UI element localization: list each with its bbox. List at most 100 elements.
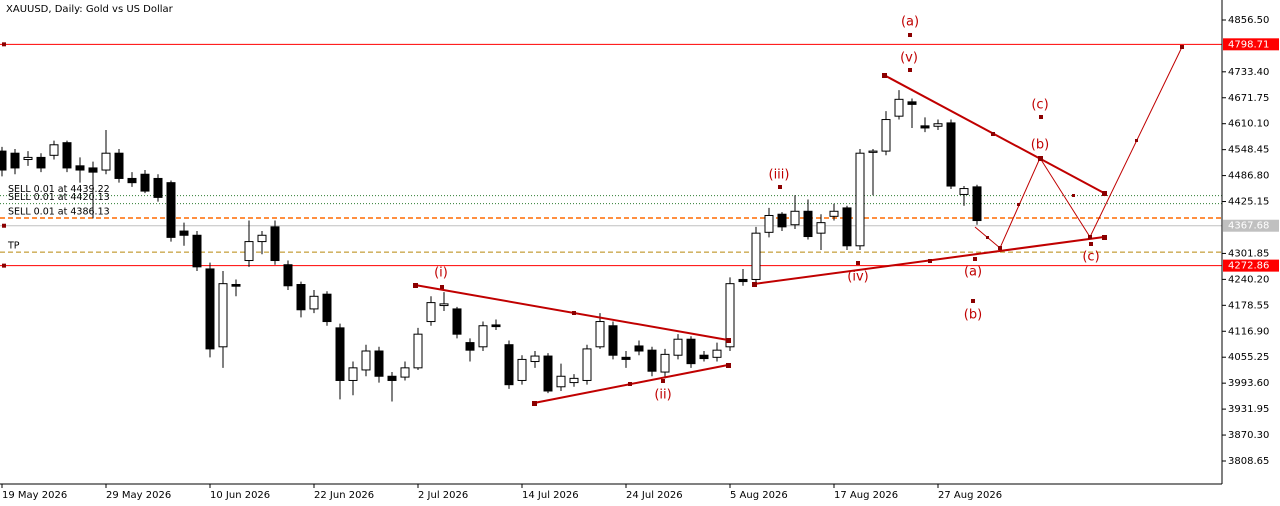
candle-body bbox=[296, 284, 306, 311]
anchor-points bbox=[413, 45, 1184, 406]
x-tick-label: 22 Jun 2026 bbox=[314, 490, 374, 501]
y-tick-label: 3808.65 bbox=[1228, 456, 1269, 467]
wave-marker bbox=[1039, 115, 1043, 119]
candle-body bbox=[647, 349, 657, 372]
wave-label: (iii) bbox=[769, 168, 790, 183]
candle-body bbox=[907, 101, 917, 105]
candle-body bbox=[686, 338, 696, 365]
order-label: SELL 0.01 at 4420.13 bbox=[8, 192, 110, 203]
wave-label: (i) bbox=[434, 266, 448, 281]
y-tick-label: 4178.55 bbox=[1228, 300, 1269, 311]
candle-body bbox=[205, 268, 215, 350]
level-marker bbox=[2, 263, 6, 268]
x-tick-label: 5 Aug 2026 bbox=[730, 490, 788, 501]
candle-body bbox=[465, 342, 475, 351]
x-tick-label: 14 Jul 2026 bbox=[522, 490, 579, 501]
x-tick-label: 24 Jul 2026 bbox=[626, 490, 683, 501]
candle-body bbox=[569, 377, 579, 384]
candle-body bbox=[946, 122, 956, 187]
candle-body bbox=[387, 375, 397, 381]
candle-body bbox=[257, 234, 267, 243]
x-tick-label: 19 May 2026 bbox=[2, 490, 67, 501]
wave-label: (iv) bbox=[847, 270, 868, 285]
candle-body bbox=[101, 152, 111, 171]
candle-body bbox=[400, 367, 410, 378]
level-label: 4272.86 bbox=[1228, 261, 1269, 272]
candle-body bbox=[543, 355, 553, 392]
candle-body bbox=[634, 345, 644, 352]
level-marker bbox=[2, 223, 6, 228]
x-tick-label: 2 Jul 2026 bbox=[418, 490, 468, 501]
chart-title: XAUUSD, Daily: Gold vs US Dollar bbox=[6, 4, 174, 15]
candle-body bbox=[595, 321, 605, 348]
candle-body bbox=[166, 182, 176, 238]
wave-marker bbox=[1089, 242, 1093, 246]
candle-body bbox=[439, 303, 449, 307]
candle-body bbox=[829, 210, 839, 217]
y-tick-label: 4610.10 bbox=[1228, 119, 1269, 130]
candle-body bbox=[738, 278, 748, 283]
x-tick-label: 10 Jun 2026 bbox=[210, 490, 270, 501]
candle-body bbox=[62, 142, 72, 169]
wave-label: (b) bbox=[964, 308, 982, 323]
candle-body bbox=[920, 125, 930, 129]
x-tick-label: 29 May 2026 bbox=[106, 490, 171, 501]
candle-body bbox=[114, 152, 124, 179]
candle-body bbox=[361, 350, 371, 371]
candle-body bbox=[88, 167, 98, 173]
candle-body bbox=[660, 353, 670, 373]
candle-body bbox=[23, 156, 33, 161]
candle-body bbox=[374, 350, 384, 377]
candle-body bbox=[777, 213, 787, 228]
candle-body bbox=[153, 177, 163, 198]
candle-body bbox=[621, 356, 631, 360]
candle-body bbox=[270, 226, 280, 262]
level-tag bbox=[1223, 219, 1279, 232]
wave-marker bbox=[440, 285, 444, 289]
candle-body bbox=[868, 150, 878, 153]
candle-body bbox=[803, 210, 813, 238]
candle-body bbox=[322, 293, 332, 323]
order-label: SELL 0.01 at 4439.22 bbox=[8, 184, 110, 195]
wave-label: (b) bbox=[1031, 138, 1049, 153]
candle-body bbox=[179, 230, 189, 236]
x-tick-label: 27 Aug 2026 bbox=[938, 490, 1002, 501]
candle-body bbox=[36, 156, 46, 169]
candle-body bbox=[426, 302, 436, 323]
candle-body bbox=[816, 222, 826, 234]
candle-body bbox=[231, 284, 241, 287]
candle-body bbox=[413, 333, 423, 369]
wave-marker bbox=[973, 257, 977, 261]
wave-marker bbox=[971, 299, 975, 303]
level-label: 4798.71 bbox=[1228, 39, 1269, 50]
trend-lines bbox=[413, 45, 1184, 406]
candle-body bbox=[504, 344, 514, 386]
candle-body bbox=[452, 308, 462, 335]
wave-marker bbox=[908, 68, 912, 72]
wave-marker bbox=[778, 185, 782, 189]
candle-body bbox=[75, 165, 85, 171]
candle-body bbox=[348, 367, 358, 381]
candle-body bbox=[556, 375, 566, 388]
candle-body bbox=[10, 152, 20, 169]
order-label: SELL 0.01 at 4386.13 bbox=[8, 206, 110, 217]
y-tick-label: 4733.40 bbox=[1228, 67, 1269, 78]
y-tick-label: 4486.80 bbox=[1228, 171, 1269, 182]
candle-body bbox=[218, 283, 228, 348]
candle-body bbox=[751, 232, 761, 280]
wave-label: (v) bbox=[900, 51, 918, 66]
level-label: 4367.68 bbox=[1228, 221, 1269, 232]
candle-body bbox=[764, 214, 774, 233]
candle-body bbox=[972, 186, 982, 222]
wave-label: (c) bbox=[1082, 250, 1099, 265]
candle-body bbox=[842, 207, 852, 247]
candle-body bbox=[608, 325, 618, 356]
candle-body bbox=[790, 210, 800, 226]
candle-body bbox=[335, 327, 345, 381]
candle-body bbox=[491, 324, 501, 328]
candle-body bbox=[127, 177, 137, 184]
candle-body bbox=[855, 152, 865, 247]
y-tick-label: 4856.50 bbox=[1228, 15, 1269, 26]
